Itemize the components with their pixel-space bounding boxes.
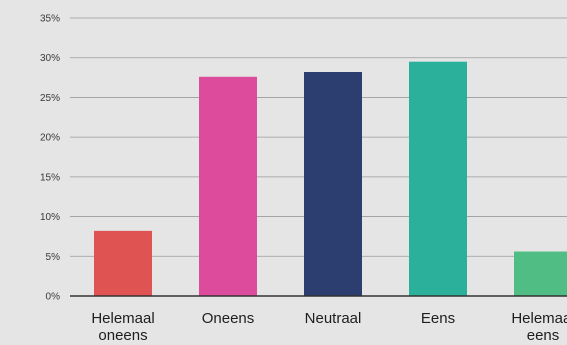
- x-category-label: Oneens: [202, 310, 255, 327]
- bar: [94, 230, 152, 296]
- bar: [304, 72, 362, 296]
- y-tick-label: 35%: [40, 14, 60, 25]
- y-tick-label: 30%: [40, 53, 60, 64]
- y-tick-label: 20%: [40, 133, 60, 144]
- y-tick-label: 25%: [40, 93, 60, 104]
- x-category-label: Helemaaleens: [511, 310, 567, 344]
- x-category-label: Eens: [421, 310, 455, 327]
- bar: [514, 251, 567, 296]
- y-tick-label: 15%: [40, 172, 60, 183]
- bars: [94, 61, 567, 296]
- y-tick-label: 10%: [40, 212, 60, 223]
- y-tick-label: 0%: [46, 292, 61, 303]
- bar: [199, 76, 257, 296]
- x-category-label: Neutraal: [305, 310, 362, 327]
- x-category-label: Helemaal oneens: [91, 310, 154, 344]
- bar: [409, 61, 467, 296]
- y-tick-label: 5%: [46, 252, 61, 263]
- y-axis-ticks: 0% 5% 10% 15% 20% 25% 30% 35%: [40, 14, 60, 303]
